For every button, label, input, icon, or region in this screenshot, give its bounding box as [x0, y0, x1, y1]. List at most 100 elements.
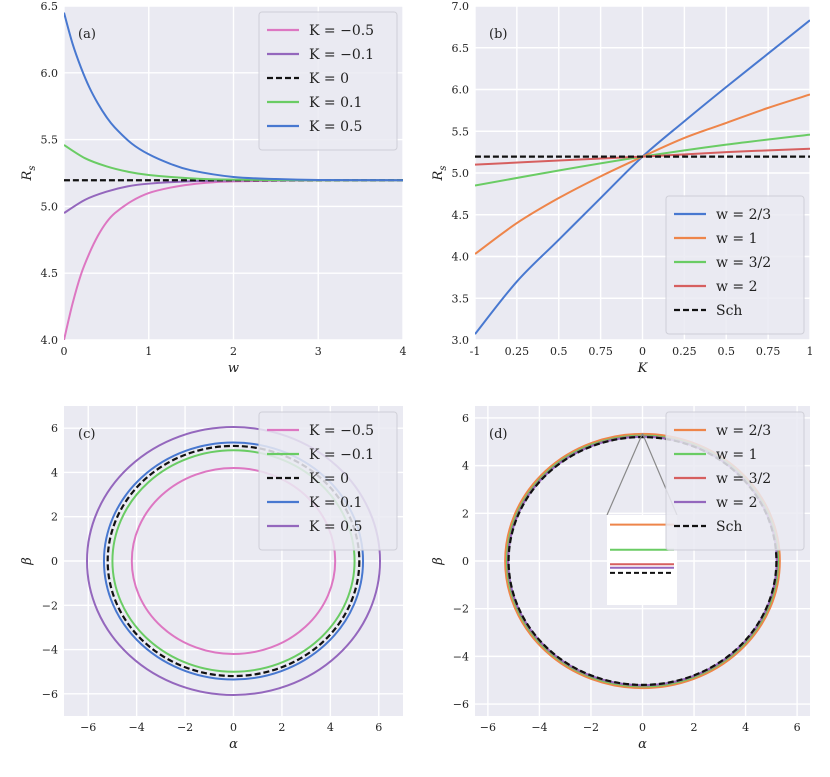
plot-area	[64, 12, 403, 340]
x-tick-label: 4	[742, 721, 749, 734]
y-tick-label: 4	[51, 466, 58, 479]
legend-entry-2: w = 1	[716, 231, 758, 247]
legend-entry-4: w = 2	[716, 279, 758, 295]
zoom-inset	[607, 515, 677, 605]
panel-tag: (b)	[489, 27, 507, 42]
legend-frame	[258, 11, 398, 151]
y-tick-label: 5.5	[41, 134, 59, 147]
panel-tag: (a)	[78, 27, 96, 42]
x-tick-label: 0.5	[718, 345, 736, 358]
y-tick-label: 5.0	[41, 200, 59, 213]
y-axis-label: β	[20, 557, 35, 566]
legend-entry-3: w = 3/2	[716, 255, 771, 271]
series-circle-4	[102, 441, 365, 681]
y-tick-label: 4.0	[452, 251, 470, 264]
y-axis-label: Rs	[431, 166, 449, 182]
legend-entry-3: K = 0	[309, 471, 349, 487]
y-tick-label: −6	[42, 688, 58, 701]
x-tick-label: 0	[61, 345, 68, 358]
y-tick-label: 4.5	[452, 209, 470, 222]
x-tick-label: 2	[278, 721, 285, 734]
plot-area	[86, 426, 381, 696]
x-tick-label: 4	[327, 721, 334, 734]
y-tick-label: 3.0	[452, 334, 470, 347]
legend-entry-1: w = 2/3	[716, 207, 771, 223]
legend-entry-5: K = 0.5	[309, 519, 362, 535]
x-tick-label: -1	[470, 345, 481, 358]
series-circle-1	[130, 467, 337, 655]
y-tick-label: −4	[453, 650, 469, 663]
x-tick-label: 0	[639, 345, 646, 358]
y-axis-label: β	[431, 557, 446, 566]
x-axis-label: w	[228, 361, 239, 376]
x-tick-label: 0.75	[588, 345, 613, 358]
y-tick-label: −2	[42, 599, 58, 612]
y-tick-label: 2	[51, 511, 58, 524]
x-axis-label: α	[229, 737, 238, 752]
legend-frame	[665, 411, 805, 551]
legend-entry-3: K = 0	[309, 71, 349, 87]
panel-4: −6 −4 −2 0 2 4 6 −6 −4 −2 0 2 4 6 α β w = 2/3 w = 1 w = 3/…	[431, 406, 810, 752]
y-tick-label: 5.0	[452, 167, 470, 180]
y-axis-label: Rs	[20, 166, 38, 182]
panel-tag: (d)	[489, 427, 507, 442]
x-tick-label: 6	[794, 721, 801, 734]
y-tick-label: 6	[51, 422, 58, 435]
legend-entry-1: K = −0.5	[309, 23, 374, 39]
series-circle-5	[507, 435, 778, 687]
legend-frame	[665, 195, 805, 335]
x-axis-label: α	[638, 737, 647, 752]
inset-connector-line	[606, 433, 644, 516]
legend-entry-2: K = −0.1	[309, 447, 374, 463]
x-tick-label: 1	[807, 345, 814, 358]
plot-area	[475, 19, 810, 335]
x-tick-label: 0	[639, 721, 646, 734]
inset-background	[607, 515, 677, 605]
legend-entry-1: w = 2/3	[716, 423, 771, 439]
legend: K = −0.5 K = −0.1 K = 0 K = 0.1 K = 0.5	[258, 411, 398, 551]
y-tick-label: 5.5	[452, 125, 470, 138]
y-tick-label: −2	[453, 603, 469, 616]
y-tick-label: 2	[462, 507, 469, 520]
legend-entry-5: K = 0.5	[309, 119, 362, 135]
y-tick-label: 7.0	[452, 0, 470, 13]
legend-entry-5: Sch	[716, 303, 742, 319]
legend-entry-4: K = 0.1	[309, 95, 362, 111]
x-tick-label: 1	[145, 345, 152, 358]
legend-entry-4: w = 2	[716, 495, 758, 511]
y-tick-label: 6.0	[452, 84, 470, 97]
x-tick-label: 0.25	[672, 345, 697, 358]
legend-entry-2: K = −0.1	[309, 47, 374, 63]
y-tick-label: 3.5	[452, 292, 470, 305]
legend-entry-2: w = 1	[716, 447, 758, 463]
legend: w = 2/3 w = 1 w = 3/2 w = 2 Sch	[665, 195, 805, 335]
x-tick-label: 3	[315, 345, 322, 358]
y-tick-label: −6	[453, 698, 469, 711]
y-tick-label: −4	[42, 644, 58, 657]
y-axis-label-subscript: s	[438, 166, 449, 171]
x-tick-label: −4	[129, 721, 145, 734]
series-circle-3	[106, 444, 361, 678]
legend: K = −0.5 K = −0.1 K = 0 K = 0.1 K = 0.5	[258, 11, 398, 151]
x-tick-label: 2	[230, 345, 237, 358]
x-tick-label: 4	[400, 345, 407, 358]
legend-frame	[258, 411, 398, 551]
x-tick-label: 0.25	[505, 345, 530, 358]
panel-2: -1 0.25 0.5 0.75 0 0.25 0.5 0.75 1 3.0 3.5 4.0 4.5 5.…	[431, 0, 814, 376]
series-circle-5	[86, 426, 381, 696]
y-tick-label: 6.5	[41, 0, 59, 13]
legend-entry-3: w = 3/2	[716, 471, 771, 487]
legend-entry-5: Sch	[716, 519, 742, 535]
x-tick-label: 0.75	[756, 345, 781, 358]
series-line-5	[64, 12, 403, 182]
x-tick-label: −4	[531, 721, 547, 734]
y-tick-label: 6.5	[452, 42, 470, 55]
y-tick-label: 6	[462, 412, 469, 425]
series-circle-2	[111, 449, 356, 673]
x-tick-label: 0	[230, 721, 237, 734]
y-tick-label: 0	[462, 555, 469, 568]
x-tick-label: 6	[375, 721, 382, 734]
